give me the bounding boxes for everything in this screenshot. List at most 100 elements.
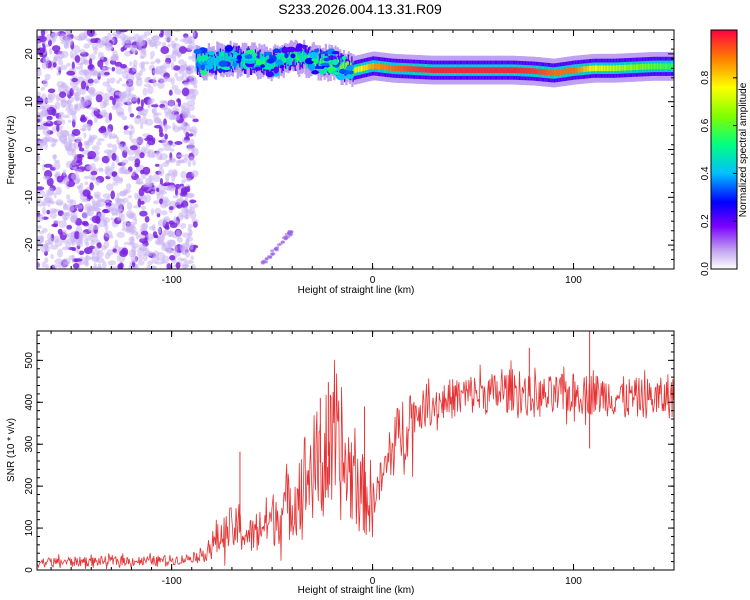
noise-speck <box>88 134 93 143</box>
noise-speck <box>107 154 112 160</box>
snr-panel: -100 0 100 0 100 200 300 400 500 Height of stra… <box>6 330 675 596</box>
noise-speck <box>176 76 184 82</box>
ridge-blob <box>236 54 242 60</box>
noise-speck <box>185 131 190 139</box>
noise-speck <box>114 61 123 67</box>
noise-speck <box>140 169 145 175</box>
ridge-cell <box>306 54 309 61</box>
ridge-cell <box>662 63 665 70</box>
noise-speck <box>116 136 120 145</box>
ridge-cell <box>488 67 491 73</box>
noise-speck <box>157 148 165 152</box>
ridge-cell <box>328 59 331 71</box>
noise-speck <box>79 49 87 55</box>
noise-speck <box>37 91 41 97</box>
ridge-blob <box>336 73 346 81</box>
ridge-cell <box>596 65 599 72</box>
noise-speck <box>62 119 66 125</box>
noise-speck <box>142 108 149 113</box>
ridge-cell <box>504 67 507 73</box>
noise-speck <box>193 203 199 208</box>
ridge-cell <box>576 67 579 73</box>
noise-speck <box>150 61 155 65</box>
noise-speck <box>151 104 159 108</box>
noise-speck <box>131 259 139 263</box>
noise-speck <box>57 228 63 235</box>
noise-speck <box>50 143 55 148</box>
ridge-blob <box>339 68 347 74</box>
ridge-cell <box>603 65 606 72</box>
noise-speck <box>184 177 192 182</box>
ridge-cell <box>222 54 225 61</box>
noise-speck <box>129 61 133 66</box>
y-tick-label: 300 <box>24 435 35 452</box>
noise-speck <box>134 192 138 200</box>
ridge-cell <box>269 60 272 67</box>
noise-speck <box>66 237 76 245</box>
noise-speck <box>152 231 158 238</box>
ridge-cell <box>557 69 560 76</box>
ridge-cell <box>382 64 385 70</box>
ridge-cell <box>282 56 285 62</box>
ridge-cell <box>465 67 468 73</box>
noise-speck <box>44 73 51 81</box>
noise-speck <box>64 85 71 94</box>
ridge-cell <box>471 67 474 73</box>
noise-speck <box>285 235 290 239</box>
noise-speck <box>188 223 193 229</box>
noise-speck <box>82 189 91 197</box>
bottom-x-axis-label: Height of straight line (km) <box>298 585 415 596</box>
ridge-cell <box>398 65 401 72</box>
noise-speck <box>98 168 104 173</box>
noise-speck <box>176 51 182 58</box>
noise-speck <box>42 127 50 136</box>
noise-speck <box>123 130 132 135</box>
noise-speck <box>80 80 87 90</box>
noise-speck <box>87 156 93 160</box>
ridge-cell <box>555 69 558 76</box>
ridge-cell <box>621 65 624 71</box>
noise-speck <box>140 205 147 210</box>
noise-speck <box>183 206 189 212</box>
ridge-cell <box>482 67 485 73</box>
noise-speck <box>167 249 173 253</box>
ridge-cell <box>236 58 239 70</box>
ridge-cell <box>672 63 674 70</box>
ridge-cell <box>412 66 415 72</box>
ridge-cell <box>641 64 644 70</box>
noise-speck <box>179 38 188 43</box>
ridge-cell <box>586 66 589 72</box>
noise-speck <box>181 87 190 97</box>
ridge-cell <box>568 68 571 74</box>
noise-speck <box>180 171 187 179</box>
noise-speck <box>86 205 95 211</box>
noise-speck <box>182 264 189 268</box>
ridge-blob <box>245 60 256 64</box>
ridge-cell <box>491 67 494 73</box>
noise-speck <box>123 144 128 153</box>
noise-speck <box>145 177 149 184</box>
ridge-cell <box>347 61 350 68</box>
noise-speck <box>37 140 42 148</box>
noise-speck <box>62 169 67 177</box>
ridge-cell <box>341 63 344 70</box>
noise-speck <box>192 159 196 166</box>
ridge-cell <box>316 58 319 65</box>
noise-speck <box>94 107 98 112</box>
ridge-cell <box>521 67 524 74</box>
noise-speck <box>143 183 151 188</box>
ridge-cell <box>215 58 218 71</box>
ridge-cell <box>614 65 617 72</box>
noise-speck <box>178 46 187 54</box>
ridge-cell <box>528 68 531 74</box>
noise-speck <box>60 83 67 89</box>
ridge-cell <box>476 67 479 73</box>
ridge-cell <box>295 53 298 59</box>
ridge-cell <box>359 66 362 72</box>
ridge-cell <box>540 68 543 75</box>
noise-speck <box>111 152 117 161</box>
noise-speck <box>40 86 46 91</box>
ridge-cell <box>411 66 414 72</box>
ridge-cell <box>562 68 565 75</box>
ridge-blob <box>265 71 274 78</box>
